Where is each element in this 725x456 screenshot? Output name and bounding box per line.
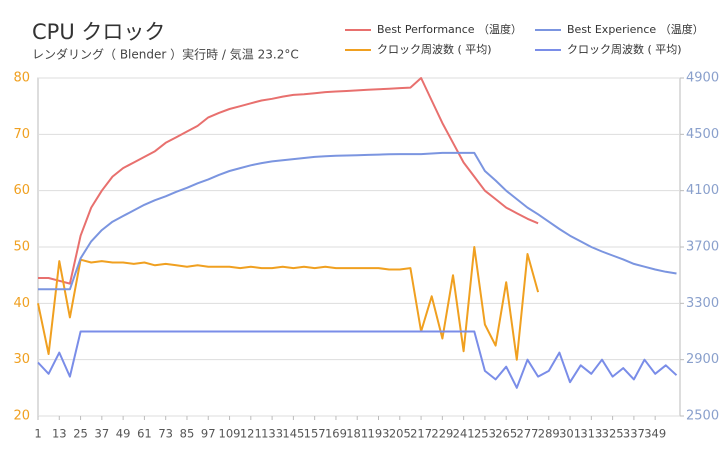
y2-tick-label: 2500 [686,409,719,424]
y-tick-label: 20 [13,409,30,424]
y-tick-label: 80 [13,71,30,86]
y-tick-label: 60 [13,183,30,198]
x-tick-label: 325 [602,427,624,441]
x-tick-label: 229 [431,427,453,441]
y2-tick-label: 3300 [686,296,719,311]
x-tick-label: 85 [180,427,195,441]
legend-label: Best Performance （温度） [377,22,522,36]
y-tick-label: 40 [13,296,30,311]
x-tick-label: 157 [304,427,326,441]
series-line [38,77,539,285]
x-tick-label: 169 [325,427,347,441]
x-tick-label: 193 [368,427,390,441]
chart-title: CPU クロック [32,20,165,44]
legend-label: クロック周波数 ( 平均) [567,43,682,56]
y2-tick-label: 4900 [686,71,719,86]
x-tick-label: 121 [240,427,262,441]
x-tick-label: 337 [623,427,645,441]
x-tick-label: 289 [538,427,560,441]
y2-tick-label: 3700 [686,240,719,255]
x-tick-label: 49 [116,427,131,441]
y2-tick-label: 4500 [686,127,719,142]
x-tick-label: 25 [73,427,88,441]
x-tick-label: 109 [219,427,241,441]
x-tick-label: 205 [389,427,411,441]
y-tick-label: 70 [13,127,30,142]
y2-tick-label: 2900 [686,352,719,367]
x-tick-label: 349 [644,427,666,441]
chart-subtitle: レンダリング（ Blender ）実行時 / 気温 23.2°C [32,47,299,62]
x-tick-label: 217 [410,427,432,441]
x-tick-label: 145 [282,427,304,441]
x-tick-label: 253 [474,427,496,441]
series-line [37,330,678,389]
x-tick-label: 313 [580,427,602,441]
x-tick-label: 13 [52,427,67,441]
y-tick-label: 30 [13,352,30,367]
x-tick-label: 277 [517,427,539,441]
x-tick-label: 1 [34,427,41,441]
x-tick-label: 181 [346,427,368,441]
series-line [38,151,677,291]
x-tick-label: 97 [201,427,216,441]
x-tick-label: 73 [158,427,173,441]
x-tick-label: 133 [261,427,283,441]
series-line [37,246,540,361]
y-tick-label: 50 [13,240,30,255]
legend-label: Best Experience （温度） [567,22,704,36]
x-tick-label: 301 [559,427,581,441]
x-tick-label: 37 [95,427,110,441]
x-tick-label: 265 [495,427,517,441]
x-tick-label: 241 [453,427,475,441]
legend-label: クロック周波数 ( 平均) [377,43,492,56]
y2-tick-label: 4100 [686,183,719,198]
x-tick-label: 61 [137,427,152,441]
